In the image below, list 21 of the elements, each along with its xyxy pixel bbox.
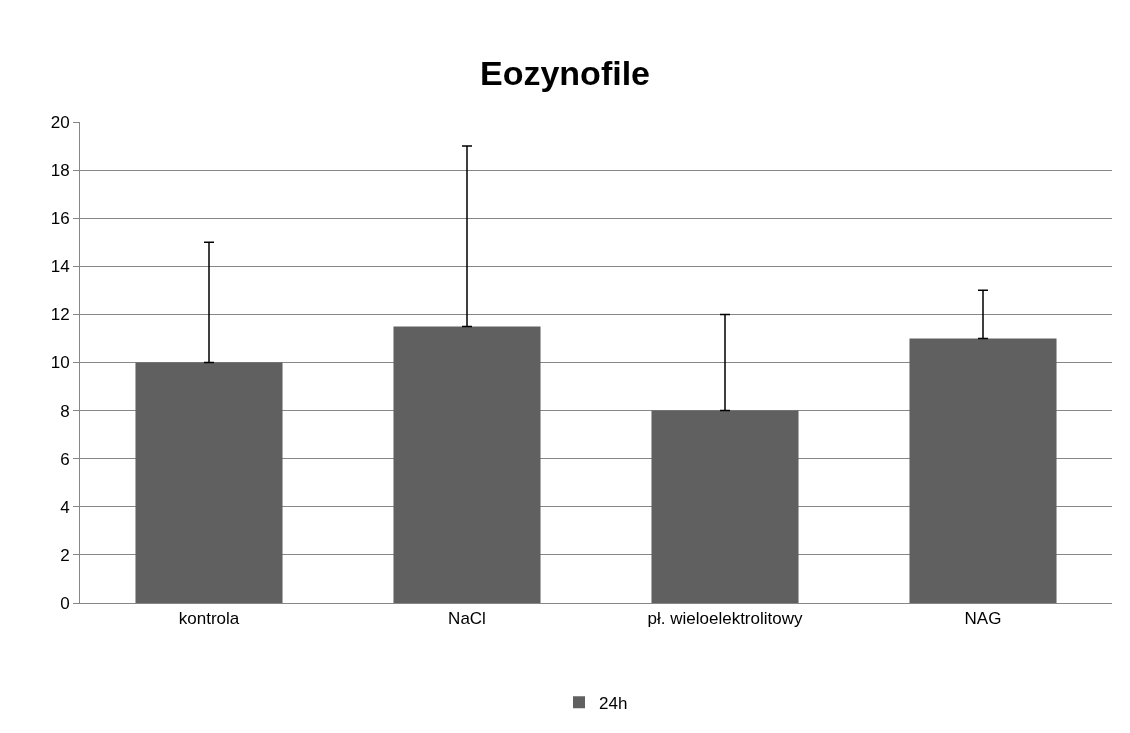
bar xyxy=(909,338,1057,603)
x-tick-label: kontrola xyxy=(178,609,240,629)
y-tick-label: 14 xyxy=(50,257,70,277)
y-tick-label: 18 xyxy=(50,161,70,181)
y-tick-label: 20 xyxy=(50,112,70,132)
chart-title: Eozynofile xyxy=(479,54,651,93)
y-tick-label: 4 xyxy=(60,497,70,517)
y-tick-label: 2 xyxy=(60,545,70,565)
x-tick-label: NaCl xyxy=(448,609,486,629)
bar xyxy=(651,410,799,603)
legend-label: 24h xyxy=(599,693,628,713)
y-tick-label: 16 xyxy=(50,209,70,229)
y-tick-label: 8 xyxy=(60,401,70,421)
bar xyxy=(393,326,541,603)
y-tick-label: 0 xyxy=(60,593,70,613)
y-tick-label: 10 xyxy=(50,353,70,373)
x-tick-label: NAG xyxy=(964,609,1002,629)
x-tick-label: pł. wieloelektrolitowy xyxy=(647,609,803,629)
y-tick-label: 6 xyxy=(60,449,70,469)
y-tick-label: 12 xyxy=(50,305,70,325)
bar xyxy=(135,362,283,603)
